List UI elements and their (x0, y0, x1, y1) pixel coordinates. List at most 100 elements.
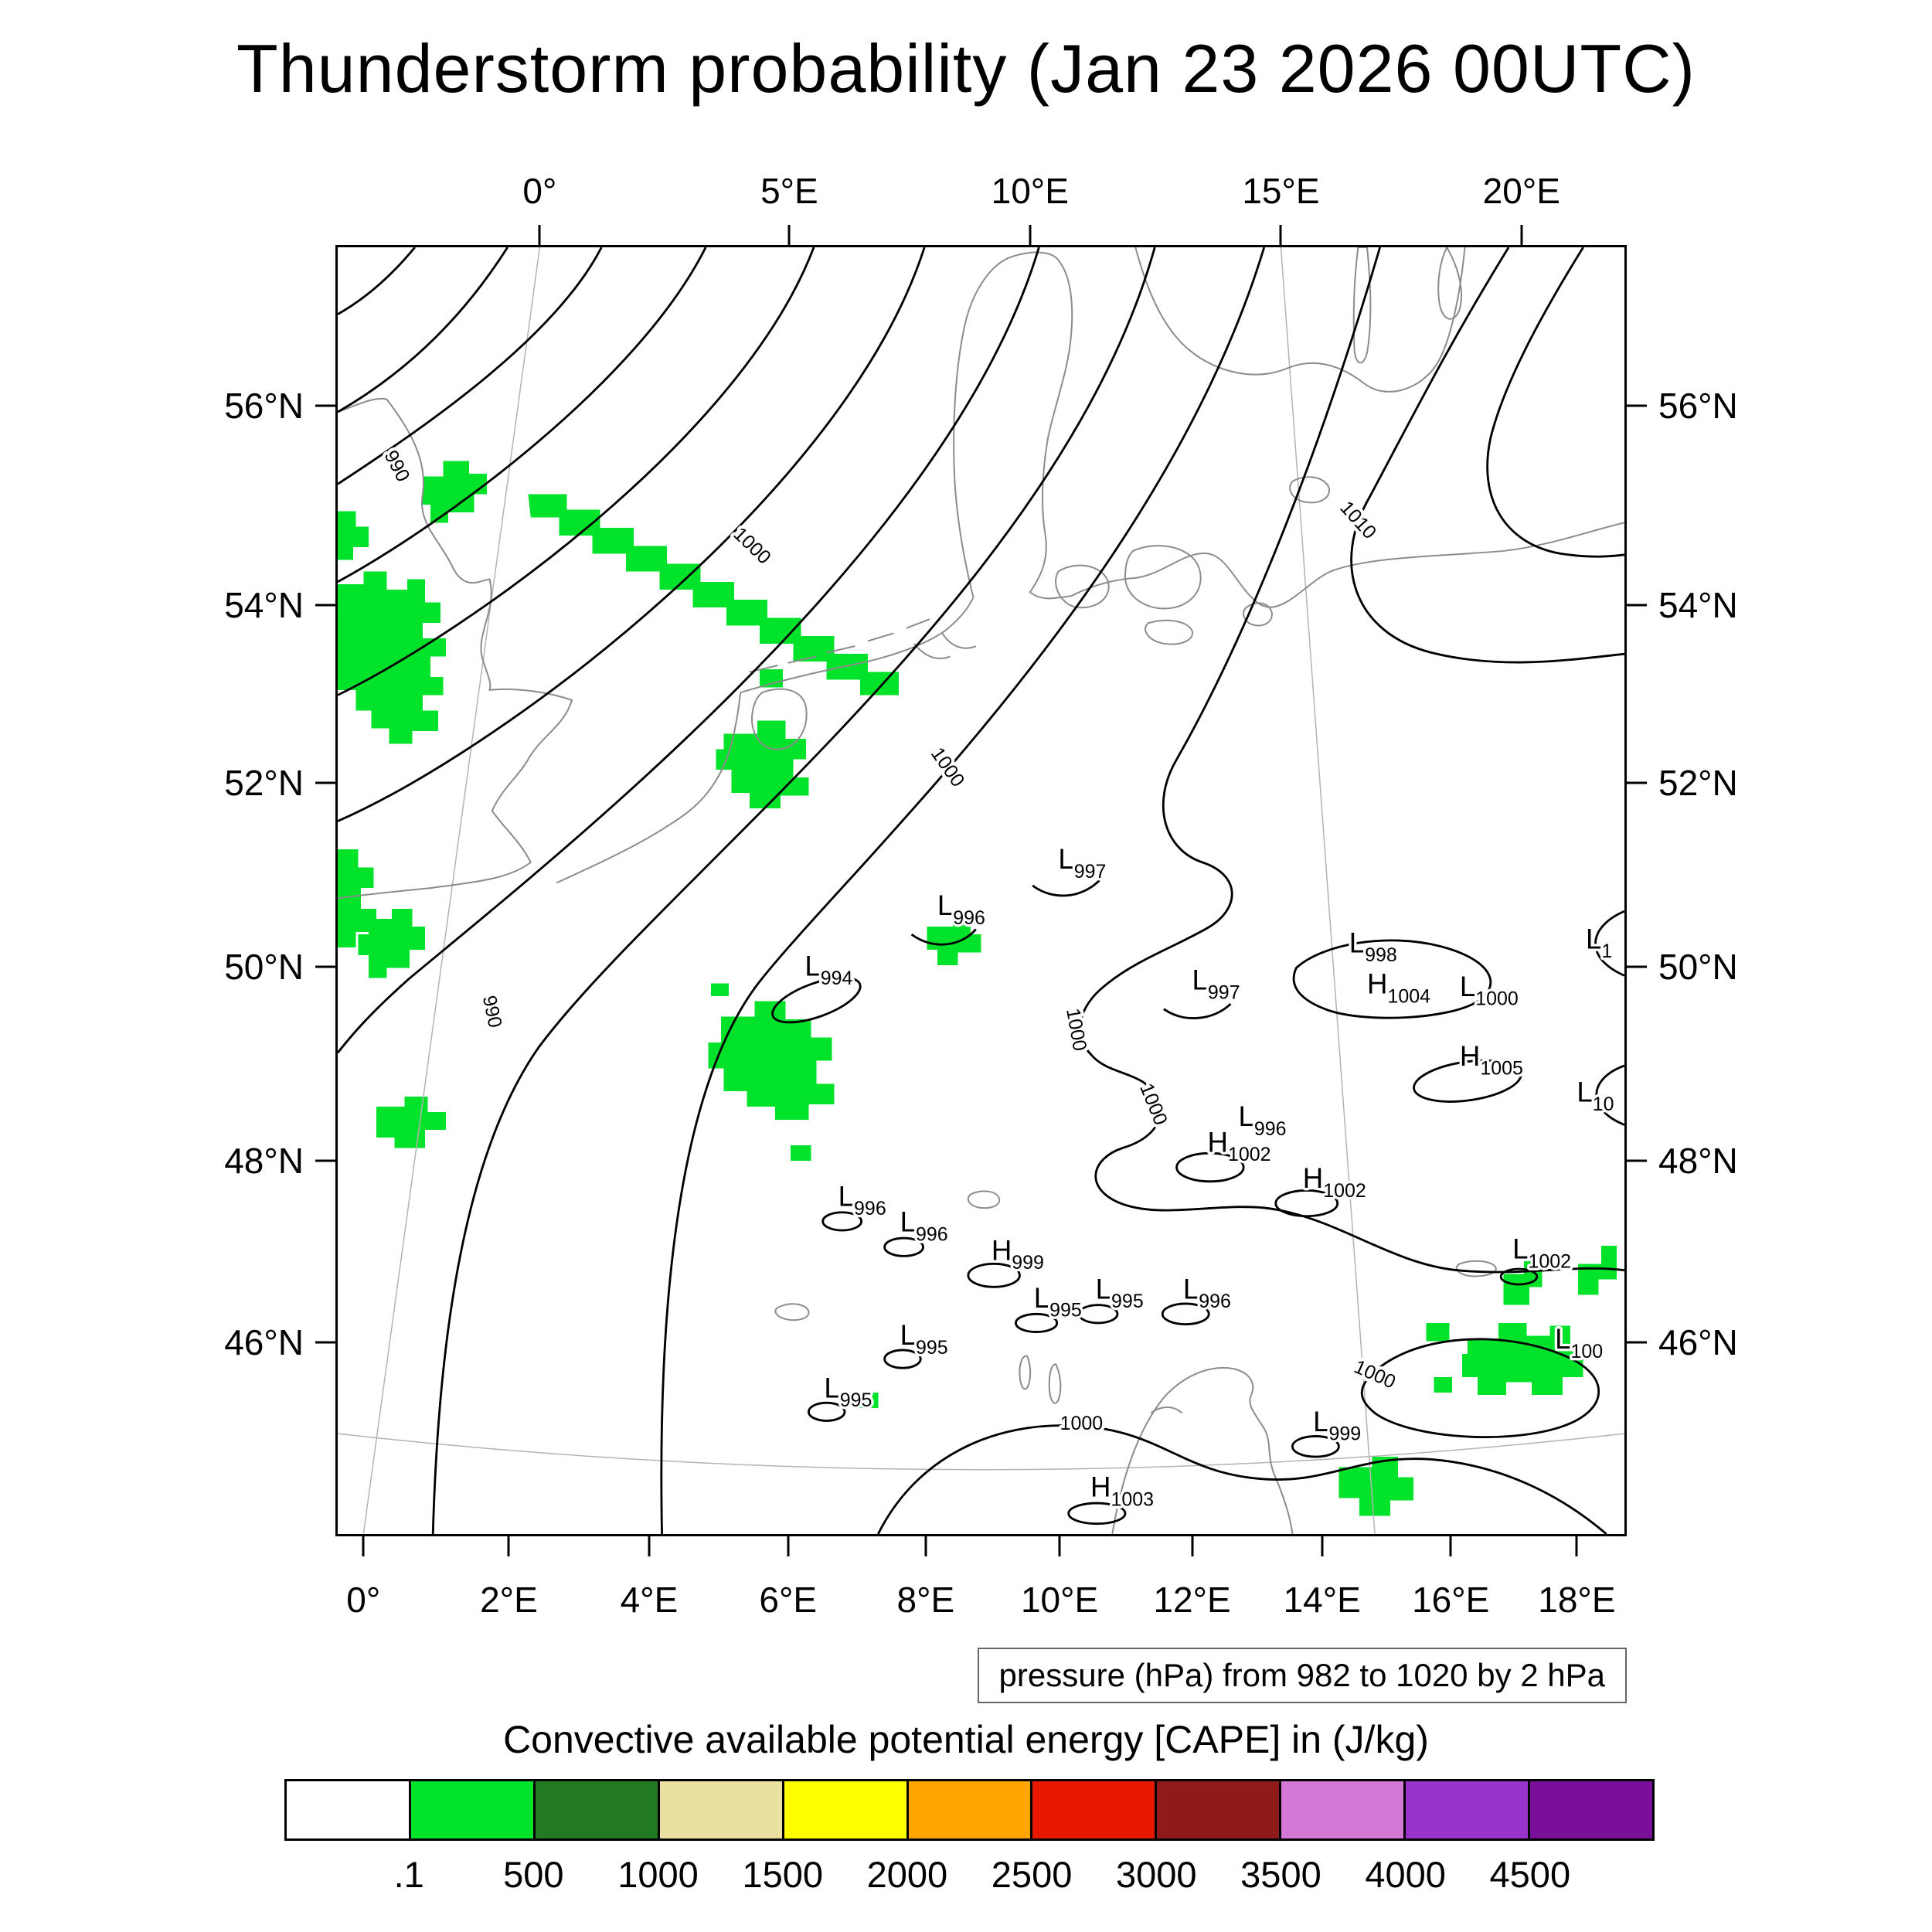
axis-tick-top (1279, 225, 1282, 245)
isobar-contour (910, 928, 977, 946)
pressure-center-label-l: L999 (1313, 1406, 1361, 1445)
lake (1455, 1260, 1497, 1277)
coastline (1437, 247, 1462, 320)
isobar-closed-low (1499, 1267, 1539, 1286)
isobar-contour (1595, 1064, 1624, 1126)
coastline (1070, 522, 1624, 608)
plot-title: Thunderstorm probability (Jan 23 2026 00… (236, 30, 1696, 107)
isobar-contour (338, 247, 603, 485)
pressure-center-label-l: L1 (1586, 923, 1612, 962)
meridian-15deg (1280, 247, 1376, 1534)
pressure-center-label-l: L100 (1555, 1323, 1603, 1362)
colorbar-segment-8 (1279, 1781, 1404, 1838)
axis-tick-label-bottom: 16°E (1412, 1580, 1490, 1620)
axis-tick-label-right: 46°N (1658, 1321, 1738, 1362)
pressure-center-label-l: L995 (900, 1319, 948, 1359)
colorbar-tick-label: .1 (393, 1854, 424, 1895)
pressure-center-label-l: L996 (900, 1206, 948, 1246)
cape-region (358, 908, 426, 978)
isobar-closed-low (1015, 1312, 1059, 1334)
isobar-contour (338, 247, 1040, 1054)
isobar-contour (1360, 1338, 1600, 1439)
axis-tick-label-top: 15°E (1242, 171, 1320, 211)
cape-region (760, 669, 784, 688)
coastline (338, 397, 573, 900)
colorbar-segment-9 (1403, 1781, 1529, 1838)
axis-tick-right (1627, 1341, 1647, 1344)
isobar-contour (1594, 910, 1624, 977)
axis-tick-left (315, 1341, 335, 1344)
pressure-center-label-h: H999 (992, 1234, 1044, 1274)
pressure-center-label-h: H1002 (1208, 1126, 1271, 1165)
axis-tick-label-bottom: 12°E (1153, 1580, 1231, 1620)
cape-region (859, 1392, 879, 1408)
graticule-layer (338, 247, 1624, 1534)
axis-tick-label-bottom: 14°E (1283, 1580, 1361, 1620)
pressure-center-label-l: L998 (1349, 927, 1397, 966)
pressure-center-label-l: L997 (1192, 964, 1240, 1004)
axis-tick-label-right: 50°N (1658, 946, 1738, 987)
axis-tick-label-bottom: 2°E (480, 1580, 538, 1620)
coastline (953, 251, 1073, 600)
axis-tick-right (1627, 1159, 1647, 1162)
colorbar-tick-label: 3000 (1115, 1854, 1197, 1895)
cape-region (528, 494, 899, 696)
axis-tick-bottom (1058, 1536, 1061, 1556)
colorbar-tick-label: 2000 (866, 1854, 948, 1895)
axis-tick-right (1627, 604, 1647, 607)
meridian-0deg (362, 247, 541, 1534)
cape-region (710, 983, 730, 997)
coastline (1150, 1406, 1182, 1414)
axis-tick-left (315, 604, 335, 607)
pressure-center-label-l: L996 (838, 1180, 886, 1219)
isobar-closed-low (1291, 1435, 1340, 1458)
axis-tick-label-left: 56°N (224, 385, 304, 426)
cape-region (1338, 1457, 1413, 1516)
axis-tick-label-right: 56°N (1658, 385, 1738, 426)
isobar-contour (660, 247, 1266, 1534)
isobar-closed-low (807, 1401, 846, 1422)
cape-region (376, 1096, 446, 1148)
isobar-contour (1079, 247, 1624, 1274)
isobar-layer (338, 247, 1624, 1534)
axis-tick-bottom (1449, 1536, 1452, 1556)
cape-shading-layer (338, 461, 1617, 1516)
isobar-value-label: 1000 (1135, 1080, 1172, 1128)
pressure-center-label-l: L1002 (1512, 1233, 1571, 1273)
axis-tick-label-left: 48°N (224, 1141, 304, 1182)
axis-tick-label-left: 52°N (224, 762, 304, 803)
isobar-value-label: 1000 (1060, 1413, 1104, 1434)
cape-region (338, 849, 376, 947)
coastline (751, 688, 808, 750)
pressure-caption: pressure (hPa) from 982 to 1020 by 2 hPa (977, 1648, 1627, 1703)
coastline (1145, 619, 1193, 645)
isobar-contour (338, 247, 926, 822)
colorbar-segment-7 (1155, 1781, 1280, 1838)
coastline (556, 692, 742, 884)
coastline (1111, 1366, 1294, 1534)
colorbar (284, 1779, 1655, 1841)
pressure-center-label-l: L995 (824, 1372, 872, 1412)
isobar-contour (1032, 879, 1100, 897)
isobar-contour (877, 1424, 1607, 1534)
pressure-center-label-l: L996 (1183, 1273, 1231, 1312)
isobar-contour (1486, 247, 1624, 558)
coastline (1055, 564, 1110, 609)
isobar-contour (338, 247, 815, 696)
cape-region (791, 1145, 811, 1162)
axis-tick-label-left: 54°N (224, 584, 304, 625)
isobar-contour (338, 247, 416, 315)
cape-region (927, 916, 981, 966)
cape-region (422, 461, 488, 523)
colorbar-segment-4 (781, 1781, 906, 1838)
axis-tick-bottom (1321, 1536, 1324, 1556)
pressure-center-label-l: L10 (1577, 1077, 1614, 1116)
map-panel: 990 1000 1010 1000 990 1000 1000 1000 1000 L994 L… (224, 171, 1738, 1620)
colorbar-labels: .1 500 1000 1500 2000 2500 3000 3500 4000 4500 (284, 1853, 1655, 1900)
axis-tick-label-left: 50°N (224, 946, 304, 987)
axis-tick-label-bottom: 8°E (896, 1580, 955, 1620)
axis-tick-label-top: 5°E (760, 171, 818, 211)
pressure-center-label-l: L995 (1034, 1282, 1082, 1321)
